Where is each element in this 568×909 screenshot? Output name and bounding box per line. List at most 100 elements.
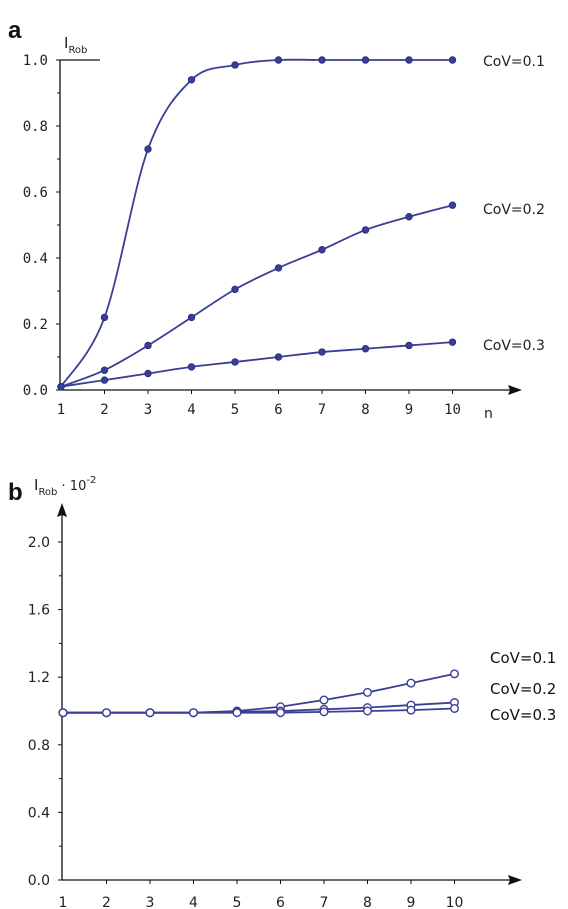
data-point: [406, 678, 416, 688]
y-axis-title-main-b: I: [34, 476, 38, 494]
data-point: [145, 708, 155, 718]
y-tick-label: 0.8: [23, 119, 48, 135]
data-point: [361, 226, 370, 234]
y-tick-label: 0.4: [28, 805, 50, 821]
data-point: [361, 345, 370, 353]
y-tick-label: 1.2: [28, 670, 50, 686]
x-ticks-a: 1 2 3 4 5 6 7 8 9 10: [57, 390, 461, 418]
series-label-a-cov03: CoV=0.3: [483, 338, 545, 354]
data-point: [57, 383, 65, 391]
x-tick-label: 6: [276, 895, 285, 909]
data-point: [144, 145, 152, 153]
y-tick-label: 2.0: [28, 535, 50, 551]
x-tick-label: 4: [189, 895, 198, 909]
series-line-a-1: [60, 204, 453, 388]
x-tick-label: 10: [446, 895, 464, 909]
data-point: [274, 353, 283, 361]
data-point: [274, 264, 283, 272]
y-tick-label: 0.0: [28, 873, 50, 889]
y-axis-title-sub-a: Rob: [68, 45, 87, 56]
y-ticks-b: 0.0 0.4 0.8 1.2 1.6 2.0: [28, 535, 62, 889]
x-tick-label: 9: [405, 402, 413, 418]
y-axis-title-main-a: I: [64, 34, 68, 52]
data-point: [363, 706, 373, 716]
data-point: [232, 708, 242, 718]
data-point: [231, 285, 239, 294]
x-tick-label: 4: [187, 402, 195, 418]
x-ticks-b: 1 2 3 4 5 6 7 8 9 10: [59, 880, 464, 909]
data-point: [405, 341, 413, 350]
series-label-a-cov01: CoV=0.1: [483, 54, 545, 70]
x-tick-label: 5: [231, 402, 239, 418]
data-point: [231, 358, 239, 366]
data-point: [101, 708, 111, 718]
y-axis-title-factor-b: · 10: [57, 479, 86, 494]
x-tick-label: 8: [361, 402, 369, 418]
data-point: [58, 708, 68, 718]
data-point: [318, 56, 326, 64]
y-axis-title-a: IRob: [64, 34, 87, 56]
x-tick-label: 2: [102, 895, 111, 909]
y-tick-label: 0.8: [28, 738, 50, 754]
chart-panel-a: a IRob n 0.00.20.40.60.81.0 1 2 3 4 5 6 7 8 9 10 …: [8, 17, 545, 422]
y-axis-title-sub-b: Rob: [38, 487, 57, 498]
data-point: [319, 695, 329, 705]
x-tick-label: 3: [146, 895, 155, 909]
data-point: [319, 707, 329, 717]
x-tick-label: 6: [274, 402, 282, 418]
x-tick-label: 1: [57, 402, 65, 418]
x-axis-title-a: n: [484, 406, 493, 422]
data-point: [318, 348, 326, 356]
series-line-b-2: [63, 707, 455, 714]
x-tick-label: 7: [318, 402, 326, 418]
data-point: [100, 366, 109, 374]
data-point: [448, 338, 457, 346]
series-label-b-cov01: CoV=0.1: [490, 649, 556, 667]
y-tick-label: 1.6: [28, 603, 50, 619]
data-point: [187, 313, 196, 322]
series-line-a-2: [60, 341, 453, 388]
x-tick-label: 10: [444, 402, 461, 418]
y-axis-arrow-b: [57, 503, 67, 517]
chart-panel-b: b IRob · 10-2 0.0 0.4 0.8 1.2 1.6 2.0 1 2 3 4 5 6 7…: [8, 475, 556, 909]
data-point: [188, 708, 198, 718]
data-point: [274, 56, 283, 64]
data-point: [276, 708, 286, 718]
series-label-b-cov03: CoV=0.3: [490, 706, 556, 724]
x-axis-arrow-a: [508, 385, 522, 395]
y-axis-title-exp-b: -2: [86, 475, 96, 486]
x-tick-label: 3: [144, 402, 152, 418]
data-point: [405, 56, 413, 64]
series-label-b-cov02: CoV=0.2: [490, 680, 556, 698]
data-point: [231, 61, 239, 69]
panel-letter-b: b: [8, 479, 23, 506]
series-label-a-cov02: CoV=0.2: [483, 202, 545, 218]
data-point: [100, 376, 109, 384]
y-tick-label: 1.0: [23, 53, 48, 69]
y-tick-label: 0.6: [23, 185, 48, 201]
y-tick-label: 0.4: [23, 251, 48, 267]
data-point: [144, 341, 152, 350]
series-line-a-0: [60, 58, 453, 388]
data-point: [144, 369, 152, 378]
x-tick-label: 9: [407, 895, 416, 909]
panel-letter-a: a: [8, 17, 22, 44]
series-a: [57, 56, 457, 391]
data-point: [448, 201, 457, 209]
x-tick-label: 8: [363, 895, 372, 909]
data-point: [405, 213, 413, 221]
data-point: [100, 313, 109, 322]
x-tick-label: 2: [100, 402, 108, 418]
data-point: [406, 705, 416, 715]
data-point: [363, 687, 373, 697]
data-point: [361, 56, 370, 64]
x-tick-label: 5: [233, 895, 242, 909]
x-tick-label: 7: [320, 895, 329, 909]
y-ticks-a: 0.0 0.2 0.4 0.6 0.8 1.0: [23, 53, 60, 399]
series-b: [58, 669, 460, 718]
data-point: [450, 669, 460, 679]
y-axis-title-b: IRob · 10-2: [34, 475, 96, 498]
data-point: [450, 703, 460, 713]
data-point: [187, 363, 196, 371]
